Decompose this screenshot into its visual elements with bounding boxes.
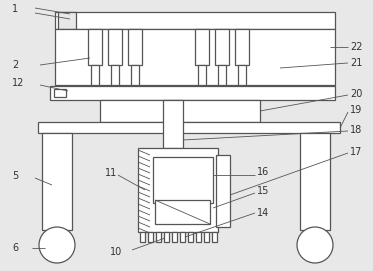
Bar xyxy=(55,12,335,29)
Text: 14: 14 xyxy=(257,208,269,218)
Bar xyxy=(42,133,72,230)
Bar xyxy=(163,100,183,148)
Bar xyxy=(131,65,139,85)
Text: 19: 19 xyxy=(350,105,362,115)
Text: 21: 21 xyxy=(350,58,363,68)
Text: 15: 15 xyxy=(257,186,269,196)
Bar xyxy=(172,232,177,242)
Text: 16: 16 xyxy=(257,167,269,177)
Bar xyxy=(212,232,217,242)
Bar xyxy=(235,29,249,65)
Bar xyxy=(91,65,99,85)
Bar xyxy=(164,232,169,242)
Text: 17: 17 xyxy=(350,147,363,157)
Bar xyxy=(300,133,330,230)
Bar xyxy=(88,29,102,65)
Bar xyxy=(155,200,210,224)
Bar xyxy=(50,86,335,100)
Bar xyxy=(54,89,66,97)
Text: 2: 2 xyxy=(12,60,18,70)
Text: 5: 5 xyxy=(12,171,18,181)
Text: 11: 11 xyxy=(105,168,117,178)
Text: 20: 20 xyxy=(350,89,363,99)
Text: 22: 22 xyxy=(350,42,363,52)
Text: 6: 6 xyxy=(12,243,18,253)
Circle shape xyxy=(297,227,333,263)
Bar xyxy=(58,12,76,29)
Bar xyxy=(188,232,193,242)
Bar xyxy=(204,232,209,242)
Bar xyxy=(238,65,246,85)
Bar xyxy=(138,148,218,232)
Text: 1: 1 xyxy=(12,4,18,14)
Bar xyxy=(180,232,185,242)
Bar xyxy=(100,100,260,122)
Circle shape xyxy=(39,227,75,263)
Bar xyxy=(218,65,226,85)
Text: 12: 12 xyxy=(12,78,24,88)
Bar xyxy=(196,232,201,242)
Bar xyxy=(195,29,209,65)
Text: 10: 10 xyxy=(110,247,122,257)
Bar xyxy=(108,29,122,65)
Bar xyxy=(38,122,340,133)
Bar xyxy=(148,232,153,242)
Bar xyxy=(153,157,213,203)
Bar xyxy=(140,232,145,242)
Bar xyxy=(198,65,206,85)
Bar xyxy=(111,65,119,85)
Bar xyxy=(55,29,335,85)
Bar xyxy=(156,232,161,242)
Text: 18: 18 xyxy=(350,125,362,135)
Bar xyxy=(215,29,229,65)
Bar xyxy=(128,29,142,65)
Bar xyxy=(216,155,230,227)
